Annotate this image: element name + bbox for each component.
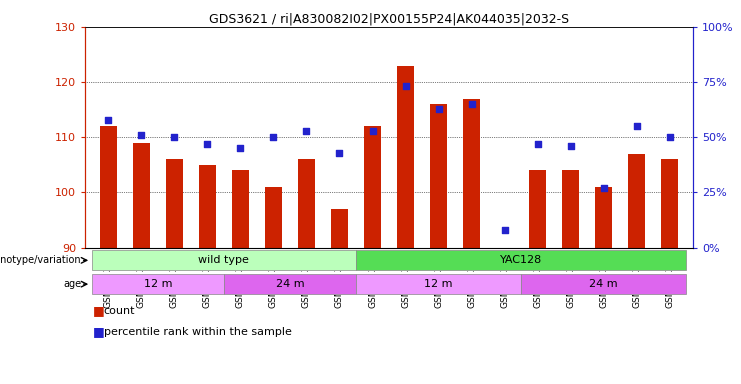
Bar <box>100 126 116 248</box>
Bar <box>224 274 356 294</box>
Point <box>465 101 477 107</box>
Point <box>565 143 576 149</box>
Bar <box>628 154 645 248</box>
Point <box>301 127 313 134</box>
Text: ■: ■ <box>93 304 104 317</box>
Point <box>234 145 246 151</box>
Bar <box>397 66 413 248</box>
Bar <box>133 143 150 248</box>
Text: 12 m: 12 m <box>144 279 172 289</box>
Text: genotype/variation: genotype/variation <box>0 255 82 265</box>
Text: percentile rank within the sample: percentile rank within the sample <box>104 327 292 337</box>
Point <box>499 227 511 233</box>
Bar <box>596 187 612 248</box>
Point <box>202 141 213 147</box>
Bar <box>166 159 182 248</box>
Bar <box>298 159 315 248</box>
Text: 12 m: 12 m <box>425 279 453 289</box>
Bar <box>199 165 216 248</box>
Bar <box>265 187 282 248</box>
Bar <box>92 250 356 270</box>
Bar <box>356 274 521 294</box>
Point <box>333 150 345 156</box>
Point <box>631 123 642 129</box>
Point <box>598 185 610 191</box>
Bar <box>662 159 678 248</box>
Point <box>399 83 411 89</box>
Text: count: count <box>104 306 136 316</box>
Text: ■: ■ <box>93 325 104 338</box>
Point <box>532 141 544 147</box>
Point <box>136 132 147 138</box>
Point <box>367 127 379 134</box>
Point <box>168 134 180 141</box>
Point <box>664 134 676 141</box>
Bar <box>431 104 447 248</box>
Text: 24 m: 24 m <box>589 279 618 289</box>
Bar <box>365 126 381 248</box>
Point <box>268 134 279 141</box>
Point <box>433 106 445 112</box>
Text: wild type: wild type <box>199 255 250 265</box>
Bar <box>562 170 579 248</box>
Point <box>102 117 114 123</box>
Text: 24 m: 24 m <box>276 279 305 289</box>
Text: YAC128: YAC128 <box>500 255 542 265</box>
Bar <box>529 170 546 248</box>
Text: age: age <box>64 279 82 289</box>
Bar <box>331 209 348 248</box>
Bar <box>521 274 686 294</box>
Bar <box>232 170 249 248</box>
Bar <box>463 99 480 248</box>
Bar <box>356 250 686 270</box>
Bar <box>92 274 224 294</box>
Title: GDS3621 / ri|A830082I02|PX00155P24|AK044035|2032-S: GDS3621 / ri|A830082I02|PX00155P24|AK044… <box>209 13 569 26</box>
